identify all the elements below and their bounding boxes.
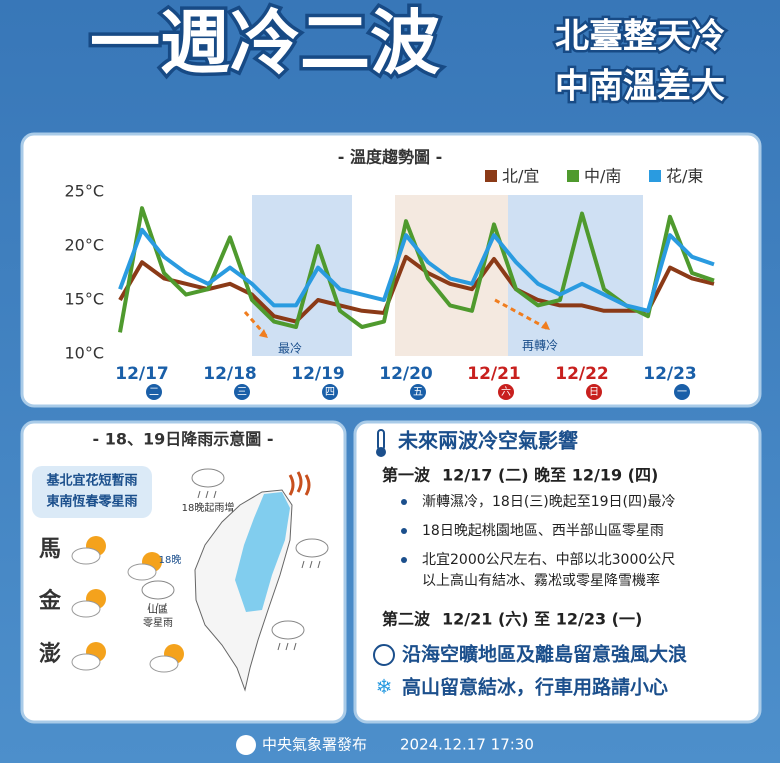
weekday-badge [410,384,426,400]
snow-icon: ❄ [376,675,393,699]
impact-title: 未來兩波冷空氣影響 [398,429,578,453]
wave-label: 第一波 [382,466,431,485]
y-tick-label: 15°C [64,290,104,309]
x-tick-label: 12/22 [555,364,609,384]
weekday-label: 四 [325,387,335,398]
island: 金 [38,588,62,614]
map-label: 山區 [148,604,168,616]
bullet-text: 以上高山有結冰、霧凇或零星降雪機率 [422,572,660,589]
arrow-head [259,329,268,338]
x-tick-label: 12/17 [115,364,169,384]
rain-area [235,492,290,612]
legend-swatch [567,170,579,182]
weekday-label: 二 [149,387,159,398]
cold-band [252,195,352,356]
y-tick-label: 20°C [64,236,104,255]
bullet [401,528,407,534]
map-label: 零星雨 [143,617,173,629]
thermometer-icon [376,447,386,457]
subtitle: 中南溫差大 [555,67,725,107]
weekday-badge [674,384,690,400]
bullet [401,499,407,505]
line-chart: 10°C 15°C 20°C 25°C 12/17 二 12/18 三 12/19 四 12/20 五… [64,167,715,400]
warm-band [395,195,508,356]
series-line [118,254,715,324]
weekday-badge [146,384,162,400]
series-line [118,227,715,313]
bullet-text: 18日晚起桃園地區、西半部山區零星雨 [422,523,664,539]
map-title: - 18、19日降雨示意圖 - [93,430,274,449]
map-label: 18晚 [159,554,182,566]
bullet-text: 漸轉濕冷，18日(三)晚起至19日(四)最冷 [422,494,675,510]
annotation-arrow [494,298,551,332]
wave-label: 第二波 [382,610,431,629]
subtitle: 北臺整天冷 [555,17,725,57]
summary: 東南恆春零星雨 [46,494,137,510]
weekday-label: 日 [589,387,599,398]
publish-time: 2024.12.17 17:30 [400,736,534,754]
arrow-head [541,321,550,330]
legend-label: 中/南 [584,167,621,186]
legend-label: 花/東 [666,167,703,186]
weekday-badge [322,384,338,400]
annotation: 再轉冷 [522,339,558,353]
x-tick-label: 12/20 [379,364,433,384]
summary: 基北宜花短暫雨 [45,473,137,489]
island: 澎 [39,642,61,667]
weekday-label: 三 [237,387,247,398]
wave-period: 12/21 (六) 至 12/23 (一) [442,610,642,629]
x-tick-label: 12/23 [643,364,697,384]
bullet [401,557,407,563]
weekday-label: 五 [413,387,423,398]
wind-icon [288,471,311,496]
legend-label: 北/宜 [502,167,539,186]
x-tick-label: 12/21 [467,364,521,384]
x-tick-label: 12/19 [291,364,345,384]
chart-title: - 溫度趨勢圖 - [338,148,442,167]
x-tick-label: 12/18 [203,364,257,384]
main-title: 一週冷二波 [90,2,440,84]
summary-box [32,466,152,518]
y-tick-label: 25°C [64,182,104,201]
wave-period: 12/17 (二) 晚至 12/19 (四) [442,466,658,485]
bullet-text: 北宜2000公尺左右、中部以北3000公尺 [422,552,675,568]
map-label: 18晚起雨增 [182,501,235,514]
legend-swatch [485,170,497,182]
weekday-badge [586,384,602,400]
weekday-badge [234,384,250,400]
impact-panel [353,420,762,724]
legend-swatch [649,170,661,182]
agency-logo [236,735,256,755]
island: 馬 [39,537,61,562]
y-tick-label: 10°C [64,344,104,363]
alert: 高山留意結冰，行車用路請小心 [402,676,668,699]
publisher: 中央氣象署發布 [262,736,367,754]
annotation: 最冷 [278,342,302,356]
alert: 沿海空曠地區及離島留意強風大浪 [402,643,687,666]
weekday-label: 六 [501,386,511,398]
wind-icon [373,644,395,666]
weekday-badge [498,384,514,400]
weekday-label: 一 [677,387,687,398]
